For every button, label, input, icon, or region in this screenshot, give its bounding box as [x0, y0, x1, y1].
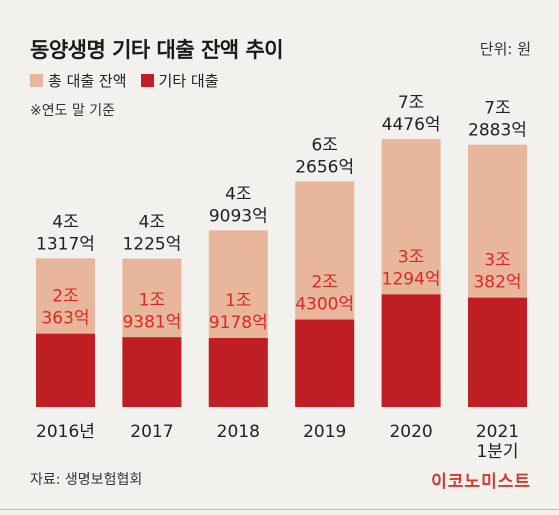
- data-label-total: 6조: [311, 136, 337, 156]
- legend-swatch-total: [30, 74, 43, 87]
- legend: 총 대출 잔액 기타 대출: [30, 70, 233, 91]
- data-label-other: 382억: [473, 273, 521, 293]
- data-label-other: 9381억: [122, 312, 181, 332]
- data-label-total: 4조: [225, 184, 251, 204]
- legend-swatch-other: [140, 74, 154, 87]
- bar-other: [468, 297, 527, 407]
- data-label-other: 2조: [311, 273, 337, 293]
- x-tick-label: 2019: [303, 422, 346, 442]
- data-label-other: 3조: [398, 247, 424, 267]
- footnote: ※연도 말 기준: [30, 103, 116, 119]
- brand-logo: 이코노미스트: [431, 472, 531, 492]
- bar-other: [208, 337, 268, 407]
- legend-item-total: 총 대출 잔액: [30, 70, 127, 91]
- x-tick-label: 2018: [217, 422, 260, 442]
- data-label-other: 1조: [225, 291, 251, 311]
- x-tick-label: 2017: [130, 422, 173, 442]
- data-label-total: 7조: [484, 99, 510, 119]
- data-label-other: 363억: [41, 309, 89, 329]
- x-tick-label: 1분기: [476, 442, 518, 462]
- bar-other: [36, 333, 95, 407]
- legend-label-total: 총 대출 잔액: [48, 72, 127, 90]
- data-label-total: 4476억: [382, 115, 441, 135]
- bar-other: [295, 319, 355, 407]
- unit-label: 단위: 원: [479, 40, 531, 58]
- data-label-total: 7조: [398, 93, 424, 113]
- data-label-total: 1225억: [122, 235, 181, 255]
- data-label-total: 1317억: [36, 234, 95, 254]
- data-label-other: 4300억: [295, 295, 354, 315]
- legend-item-other: 기타 대출: [140, 70, 219, 91]
- data-label-other: 1294억: [382, 269, 441, 289]
- data-label-other: 1조: [139, 290, 165, 310]
- data-label-total: 2656억: [295, 158, 354, 178]
- x-tick-label: 2016년: [36, 422, 95, 442]
- bottom-rule: [0, 509, 559, 510]
- chart-title: 동양생명 기타 대출 잔액 추이: [30, 38, 284, 62]
- data-label-other: 2조: [52, 287, 78, 307]
- data-label-other: 9178억: [209, 313, 268, 333]
- data-label-total: 9093억: [209, 206, 268, 226]
- bar-other: [122, 337, 182, 407]
- bar-other: [381, 294, 441, 407]
- x-tick-label: 2021: [476, 422, 519, 442]
- data-label-total: 2883억: [468, 121, 527, 141]
- data-label-total: 4조: [52, 212, 78, 232]
- data-label-other: 3조: [484, 251, 510, 271]
- source-label: 자료: 생명보험협회: [30, 472, 143, 488]
- legend-label-other: 기타 대출: [158, 72, 219, 90]
- data-label-total: 4조: [139, 213, 165, 233]
- x-tick-label: 2020: [389, 422, 432, 442]
